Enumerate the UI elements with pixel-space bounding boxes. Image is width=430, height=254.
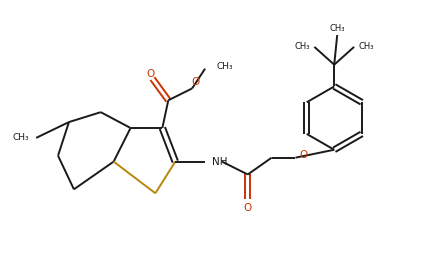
Text: CH₃: CH₃ (216, 62, 233, 71)
Text: CH₃: CH₃ (294, 42, 310, 51)
Text: O: O (190, 77, 199, 87)
Text: CH₃: CH₃ (357, 42, 373, 51)
Text: O: O (243, 203, 251, 213)
Text: O: O (299, 150, 307, 160)
Text: CH₃: CH₃ (329, 24, 344, 33)
Text: CH₃: CH₃ (12, 133, 29, 142)
Text: O: O (146, 69, 154, 78)
Text: NH: NH (212, 157, 227, 167)
